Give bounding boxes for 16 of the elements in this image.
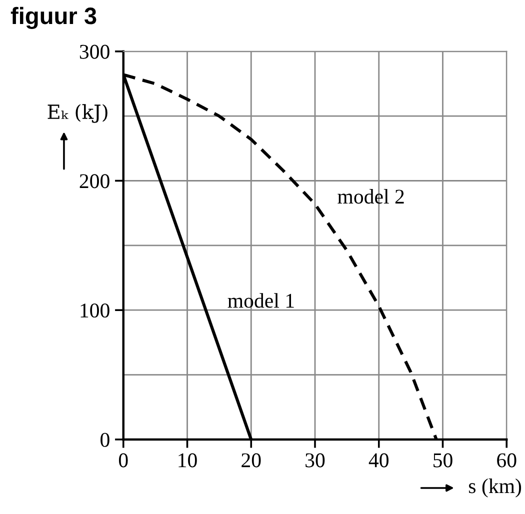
series-label: model 2	[338, 189, 404, 204]
y-tick-label: 0	[100, 432, 110, 447]
y-tick-label: 300	[80, 44, 110, 59]
x-tick-label: 10	[178, 453, 197, 468]
x-axis-title: s (km)	[469, 478, 522, 498]
x-tick-label: 20	[242, 453, 261, 468]
chart-title: figuur 3	[10, 6, 96, 30]
series-label: model 1	[228, 293, 294, 308]
x-tick-label: 0	[118, 453, 128, 468]
x-tick-label: 30	[306, 453, 325, 468]
x-tick-label: 50	[434, 453, 452, 468]
y-axis-title: Eₖ (kJ)	[48, 104, 108, 123]
y-tick-label: 100	[80, 303, 110, 318]
x-tick-label: 40	[368, 453, 388, 468]
y-tick-label: 200	[80, 174, 110, 188]
x-tick-label: 60	[497, 453, 516, 468]
